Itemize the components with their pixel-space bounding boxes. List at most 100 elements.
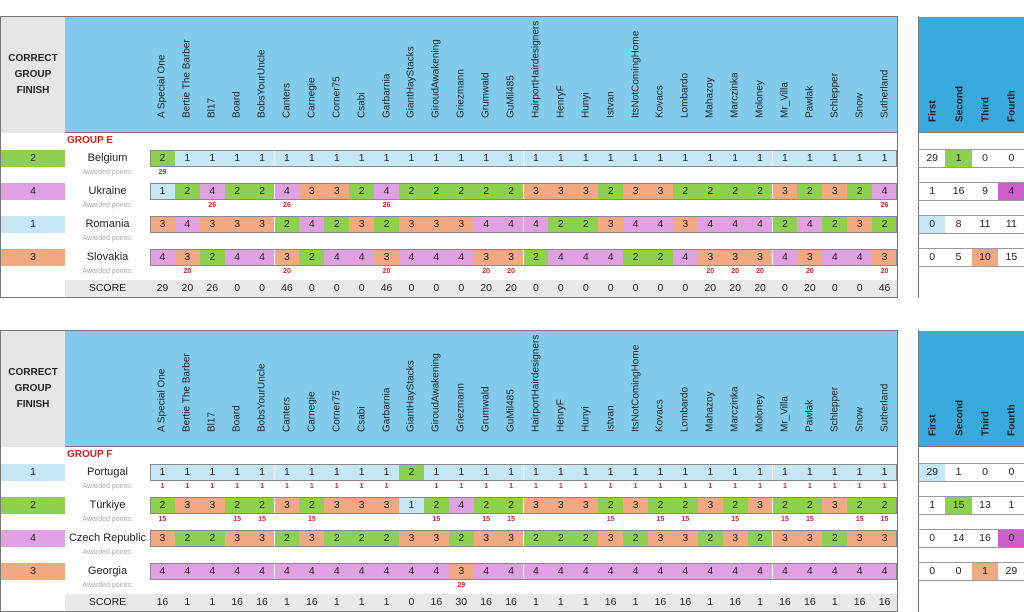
- prediction-cell[interactable]: 2: [772, 216, 798, 233]
- prediction-cell[interactable]: 1: [822, 464, 848, 481]
- prediction-cell[interactable]: 3: [697, 497, 723, 514]
- prediction-cell[interactable]: 4: [797, 216, 823, 233]
- player-column-header[interactable]: Schlepper: [822, 331, 847, 443]
- prediction-cell[interactable]: 2: [199, 249, 225, 266]
- prediction-cell[interactable]: 4: [199, 563, 225, 580]
- prediction-cell[interactable]: 1: [598, 150, 624, 167]
- prediction-cell[interactable]: 4: [498, 216, 524, 233]
- player-column-header[interactable]: HairportHairdesigners: [524, 331, 549, 443]
- player-column-header[interactable]: Mr_Villa: [773, 17, 798, 129]
- prediction-cell[interactable]: 1: [423, 150, 449, 167]
- prediction-cell[interactable]: 1: [872, 150, 897, 167]
- prediction-cell[interactable]: 4: [399, 249, 424, 266]
- player-column-header[interactable]: ItsNotComingHome: [623, 17, 648, 129]
- prediction-cell[interactable]: 2: [399, 464, 424, 481]
- player-column-header[interactable]: Snow: [847, 331, 872, 443]
- prediction-cell[interactable]: 4: [523, 563, 549, 580]
- prediction-cell[interactable]: 4: [299, 563, 325, 580]
- prediction-cell[interactable]: 1: [747, 464, 773, 481]
- player-column-header[interactable]: Pawlak: [797, 331, 822, 443]
- prediction-cell[interactable]: 4: [847, 249, 873, 266]
- prediction-cell[interactable]: 2: [374, 216, 399, 233]
- prediction-cell[interactable]: 3: [199, 216, 225, 233]
- prediction-cell[interactable]: 3: [249, 216, 275, 233]
- prediction-cell[interactable]: 3: [623, 497, 648, 514]
- player-column-header[interactable]: GuMil485: [499, 331, 524, 443]
- prediction-cell[interactable]: 2: [623, 249, 648, 266]
- player-column-header[interactable]: A Special One: [150, 331, 175, 443]
- prediction-cell[interactable]: 4: [847, 563, 873, 580]
- prediction-cell[interactable]: 2: [249, 497, 275, 514]
- prediction-cell[interactable]: 1: [224, 464, 250, 481]
- prediction-cell[interactable]: 1: [473, 464, 499, 481]
- prediction-cell[interactable]: 1: [349, 150, 375, 167]
- prediction-cell[interactable]: 1: [697, 464, 723, 481]
- prediction-cell[interactable]: 1: [174, 464, 200, 481]
- player-column-header[interactable]: BobsYourUncle: [250, 331, 275, 443]
- prediction-cell[interactable]: 4: [199, 183, 225, 200]
- prediction-cell[interactable]: 3: [598, 216, 624, 233]
- prediction-cell[interactable]: 1: [872, 464, 897, 481]
- prediction-cell[interactable]: 3: [224, 530, 250, 547]
- prediction-cell[interactable]: 4: [299, 216, 325, 233]
- player-column-header[interactable]: Board: [225, 331, 250, 443]
- prediction-cell[interactable]: 4: [722, 563, 748, 580]
- prediction-cell[interactable]: 3: [498, 249, 524, 266]
- player-column-header[interactable]: Bertie The Barber: [175, 17, 200, 129]
- prediction-cell[interactable]: 1: [473, 150, 499, 167]
- prediction-cell[interactable]: 1: [324, 464, 350, 481]
- prediction-cell[interactable]: 4: [598, 563, 624, 580]
- player-column-header[interactable]: BobsYourUncle: [250, 17, 275, 129]
- prediction-cell[interactable]: 2: [822, 216, 848, 233]
- prediction-cell[interactable]: 2: [523, 249, 549, 266]
- prediction-cell[interactable]: 2: [797, 497, 823, 514]
- prediction-cell[interactable]: 2: [448, 530, 474, 547]
- prediction-cell[interactable]: 3: [150, 530, 175, 547]
- prediction-cell[interactable]: 3: [847, 216, 873, 233]
- prediction-cell[interactable]: 3: [299, 183, 325, 200]
- prediction-cell[interactable]: 2: [374, 530, 399, 547]
- prediction-cell[interactable]: 2: [747, 530, 773, 547]
- prediction-cell[interactable]: 4: [274, 183, 300, 200]
- prediction-cell[interactable]: 4: [548, 563, 574, 580]
- prediction-cell[interactable]: 4: [473, 216, 499, 233]
- prediction-cell[interactable]: 1: [174, 150, 200, 167]
- prediction-cell[interactable]: 1: [672, 464, 698, 481]
- prediction-cell[interactable]: 4: [249, 249, 275, 266]
- prediction-cell[interactable]: 2: [274, 216, 300, 233]
- prediction-cell[interactable]: 3: [872, 530, 897, 547]
- prediction-cell[interactable]: 3: [473, 249, 499, 266]
- prediction-cell[interactable]: 1: [324, 150, 350, 167]
- prediction-cell[interactable]: 3: [747, 497, 773, 514]
- prediction-cell[interactable]: 3: [174, 249, 200, 266]
- prediction-cell[interactable]: 4: [872, 563, 897, 580]
- prediction-cell[interactable]: 1: [623, 464, 648, 481]
- prediction-cell[interactable]: 2: [872, 497, 897, 514]
- prediction-cell[interactable]: 2: [722, 183, 748, 200]
- prediction-cell[interactable]: 1: [448, 464, 474, 481]
- prediction-cell[interactable]: 3: [374, 497, 399, 514]
- player-column-header[interactable]: Moloney: [748, 17, 773, 129]
- prediction-cell[interactable]: 3: [722, 530, 748, 547]
- player-column-header[interactable]: Garbarnia: [374, 331, 399, 443]
- prediction-cell[interactable]: 3: [872, 249, 897, 266]
- prediction-cell[interactable]: 1: [150, 464, 175, 481]
- prediction-cell[interactable]: 1: [747, 150, 773, 167]
- prediction-cell[interactable]: 2: [249, 183, 275, 200]
- player-column-header[interactable]: GiroudAwakening: [424, 17, 449, 129]
- prediction-cell[interactable]: 2: [324, 530, 350, 547]
- player-column-header[interactable]: Mr_Villa: [773, 331, 798, 443]
- prediction-cell[interactable]: 4: [623, 216, 648, 233]
- prediction-cell[interactable]: 4: [697, 216, 723, 233]
- prediction-cell[interactable]: 4: [224, 563, 250, 580]
- prediction-cell[interactable]: 4: [399, 563, 424, 580]
- prediction-cell[interactable]: 2: [349, 183, 375, 200]
- player-column-header[interactable]: Hunyi: [573, 331, 598, 443]
- player-column-header[interactable]: HairportHairdesigners: [524, 17, 549, 129]
- prediction-cell[interactable]: 3: [523, 183, 549, 200]
- prediction-cell[interactable]: 1: [150, 183, 175, 200]
- player-column-header[interactable]: Canters: [275, 331, 300, 443]
- prediction-cell[interactable]: 4: [672, 249, 698, 266]
- prediction-cell[interactable]: 3: [349, 497, 375, 514]
- prediction-cell[interactable]: 4: [374, 563, 399, 580]
